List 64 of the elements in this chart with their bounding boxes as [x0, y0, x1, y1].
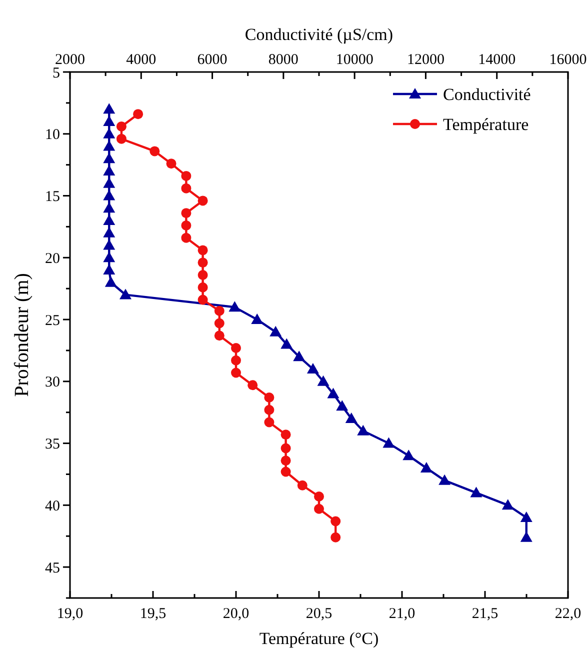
point	[116, 134, 126, 144]
y-tick-label: 45	[45, 560, 60, 576]
point	[297, 480, 308, 490]
x2-tick-label: 12000	[406, 52, 444, 68]
point	[166, 158, 176, 169]
x2-tick-label: 16000	[549, 52, 587, 68]
point	[314, 492, 324, 502]
point	[280, 456, 291, 466]
point	[280, 430, 291, 440]
point	[198, 282, 208, 292]
y-tick-label: 15	[45, 189, 60, 206]
x-tick-label: 22,0	[554, 606, 582, 622]
y-tick-label: 10	[45, 127, 60, 144]
x-tick-label: 19,0	[56, 606, 84, 622]
point	[280, 443, 291, 454]
x-tick-label: 21,0	[388, 606, 416, 622]
y-tick-label: 20	[45, 250, 60, 267]
point	[330, 516, 341, 526]
x2-tick-label: 4000	[126, 52, 156, 68]
point	[198, 258, 208, 268]
x2-axis-title: Conductivité (µS/cm)	[244, 25, 394, 44]
point	[181, 220, 192, 230]
point	[198, 196, 208, 206]
point	[116, 121, 126, 132]
legend-label: Conductivité	[443, 84, 531, 104]
x-tick-label: 21,5	[472, 606, 498, 622]
point	[133, 109, 144, 120]
y-tick-label: 30	[45, 374, 60, 391]
y-tick-label: 5	[52, 65, 60, 82]
x2-tick-label: 10000	[336, 52, 374, 68]
point	[280, 466, 291, 477]
point	[264, 417, 274, 428]
point	[198, 270, 208, 280]
x-tick-label: 19,5	[140, 606, 166, 622]
point	[214, 306, 224, 316]
y-tick-label: 35	[45, 436, 60, 453]
point	[314, 504, 324, 514]
point	[231, 342, 241, 353]
point	[264, 404, 274, 415]
x-tick-label: 20,5	[306, 606, 332, 622]
point	[181, 208, 192, 218]
point	[248, 380, 258, 390]
point	[264, 392, 274, 402]
point	[330, 532, 341, 542]
point	[214, 330, 224, 341]
point	[231, 368, 241, 378]
x2-tick-label: 6000	[197, 52, 228, 68]
point	[181, 232, 192, 243]
x2-tick-label: 2000	[55, 52, 85, 68]
point	[214, 318, 224, 328]
y-axis-title: Profondeur (m)	[11, 273, 33, 397]
point	[198, 294, 208, 305]
point	[181, 183, 192, 194]
point	[198, 245, 208, 256]
x2-tick-label: 14000	[478, 52, 516, 68]
x-axis-title: Température (°C)	[259, 629, 379, 648]
y-tick-label: 40	[45, 498, 60, 514]
x2-tick-label: 8000	[268, 52, 298, 68]
point	[231, 355, 241, 366]
point	[150, 146, 160, 156]
legend-label: Température	[443, 114, 529, 134]
y-tick-label: 25	[45, 312, 60, 329]
x-tick-label: 20,0	[222, 606, 250, 622]
point	[181, 170, 192, 181]
